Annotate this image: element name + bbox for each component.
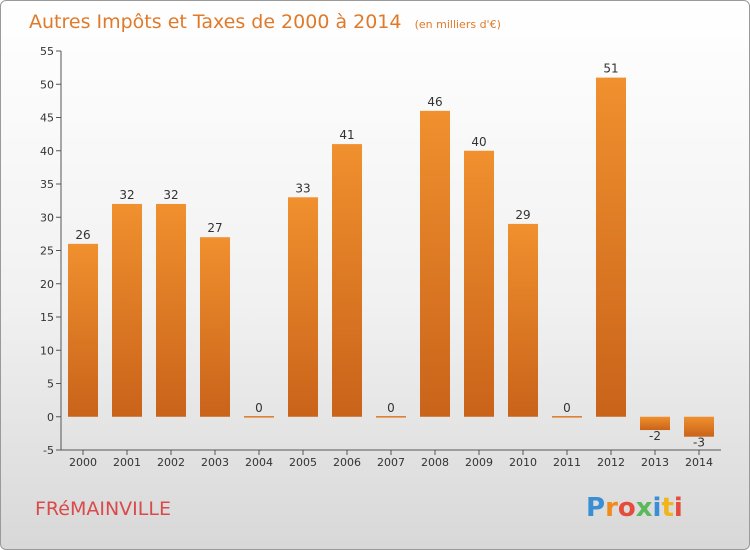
data-label-2011: 0 [563,401,571,415]
x-tick-label-2005: 2005 [289,456,317,469]
y-tick-label: 50 [40,78,54,91]
logo-letter: i [653,493,662,523]
bar-2006 [332,144,362,417]
data-labels: 26 32 32 27 0 33 41 0 46 40 29 0 51 -2 -3 [75,62,705,450]
bar-2010 [508,223,538,417]
x-tick-label-2000: 2000 [69,456,97,469]
x-tick-label-2012: 2012 [597,456,625,469]
proxiti-logo: Proxiti [586,493,683,523]
logo-letter: o [618,493,636,523]
logo-letter: x [636,493,653,523]
data-label-2002: 32 [163,188,178,202]
bar-2014 [684,416,714,437]
y-tick-label: 10 [40,344,54,357]
y-tick-label: 15 [40,311,54,324]
data-label-2013: -2 [649,429,661,443]
y-tick-label: 55 [40,45,54,58]
data-label-2010: 29 [515,208,530,222]
data-label-2001: 32 [119,188,134,202]
logo-letter: i [674,493,683,523]
x-tick-label-2008: 2008 [421,456,449,469]
x-tick-label-2004: 2004 [245,456,273,469]
y-tick-label: 35 [40,178,54,191]
bar-2008 [420,110,450,417]
bar-2001 [112,203,142,417]
bar-2009 [464,150,494,417]
bar-2007 [376,416,406,418]
chart-title: Autres Impôts et Taxes de 2000 à 2014 (e… [29,11,501,33]
y-tick-label: 45 [40,112,54,125]
data-label-2014: -3 [693,436,705,450]
bar-2003 [200,237,230,417]
logo-letter: t [661,493,673,523]
data-label-2005: 33 [295,181,310,195]
commune-name: FRéMAINVILLE [35,498,171,520]
x-tick-label-2007: 2007 [377,456,405,469]
logo-letter: P [586,493,605,523]
bar-2012 [596,77,626,417]
y-tick-label: 40 [40,145,54,158]
data-label-2006: 41 [339,128,354,142]
data-label-2007: 0 [387,401,395,415]
bars-group [68,77,714,437]
data-label-2004: 0 [255,401,263,415]
bar-2004 [244,416,274,418]
bar-2011 [552,416,582,418]
x-tick-label-2003: 2003 [201,456,229,469]
y-axis-ticks: -5 0 5 10 15 20 25 30 35 40 45 50 55 [40,45,61,457]
x-tick-label-2010: 2010 [509,456,537,469]
bar-2005 [288,197,318,417]
y-tick-label: 5 [47,378,54,391]
logo-letter: r [605,493,618,523]
data-label-2000: 26 [75,228,90,242]
x-tick-label-2001: 2001 [113,456,141,469]
x-tick-label-2006: 2006 [333,456,361,469]
data-label-2003: 27 [207,221,222,235]
data-label-2008: 46 [427,95,442,109]
y-tick-label: 30 [40,211,54,224]
y-tick-label: 0 [47,411,54,424]
x-tick-label-2002: 2002 [157,456,185,469]
chart-subtitle: (en milliers d'€) [415,18,501,31]
y-tick-label: 20 [40,278,54,291]
bar-2002 [156,203,186,417]
x-tick-label-2009: 2009 [465,456,493,469]
bar-2013 [640,416,670,431]
x-tick-label-2013: 2013 [641,456,669,469]
data-label-2012: 51 [603,62,618,76]
bar-2000 [68,243,98,417]
x-tick-label-2014: 2014 [685,456,713,469]
x-axis-ticks: 2000 2001 2002 2003 2004 2005 2006 2007 2008 2009… [69,450,713,469]
data-label-2009: 40 [471,135,486,149]
y-tick-label: -5 [43,444,54,457]
x-tick-label-2011: 2011 [553,456,581,469]
y-tick-label: 25 [40,245,54,258]
